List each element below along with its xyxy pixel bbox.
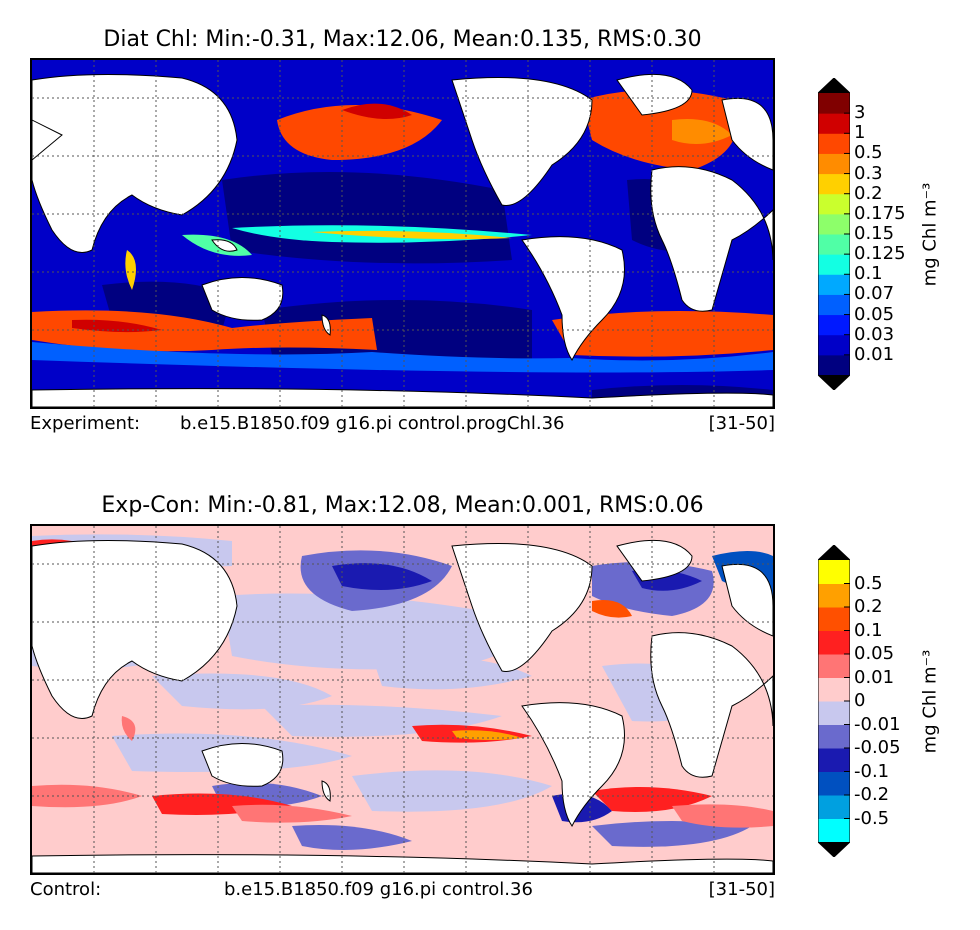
panel2-map <box>30 524 775 875</box>
colorbar-tick-label: 0.1 <box>854 619 883 641</box>
panel2-footer-case: b.e15.B1850.f09 g16.pi control.36 <box>224 879 533 900</box>
panel1-colorbar <box>818 78 850 390</box>
colorbar-band <box>818 234 850 255</box>
colorbar-band <box>818 795 850 819</box>
panel1-map <box>30 58 775 409</box>
colorbar-band <box>818 748 850 772</box>
panel2-colorbar <box>818 545 850 857</box>
panel2-footer-years: [31-50] <box>708 879 775 900</box>
colorbar-tick-label: 0.175 <box>854 202 906 224</box>
colorbar-band <box>818 677 850 702</box>
colorbar-tick-label: 0.03 <box>854 323 895 345</box>
colorbar-over-extension <box>818 78 850 93</box>
panel1-footer: Experiment: b.e15.B1850.f09 g16.pi contr… <box>30 413 775 435</box>
panel2-title: Exp-Con: Min:-0.81, Max:12.08, Mean:0.00… <box>101 493 704 518</box>
colorbar-band <box>818 314 850 336</box>
colorbar-tick-label: 0.05 <box>854 643 895 664</box>
colorbar-band <box>818 354 850 376</box>
colorbar-tick-label: 0.3 <box>854 162 883 184</box>
panel2-colorbar-unit: mg Chl m⁻³ <box>919 649 941 754</box>
colorbar-band <box>818 294 850 316</box>
colorbar-band <box>818 274 850 295</box>
colorbar-tick-label: 0.125 <box>854 243 906 265</box>
colorbar-tick-label: -0.5 <box>854 807 890 829</box>
colorbar-over-extension <box>818 545 850 560</box>
colorbar-tick-label: 0.05 <box>854 303 895 325</box>
panel2-footer: Control: b.e15.B1850.f09 g16.pi control.… <box>30 879 775 901</box>
colorbar-band <box>818 724 850 749</box>
colorbar-band <box>818 254 850 275</box>
colorbar-tick-label: -0.01 <box>854 713 901 735</box>
colorbar-tick-label: 1 <box>854 122 866 144</box>
colorbar-tick-label: 0.01 <box>854 666 895 688</box>
panel1-footer-case: b.e15.B1850.f09 g16.pi control.progChl.3… <box>180 413 565 434</box>
colorbar-band <box>818 173 850 195</box>
colorbar-tick-label: 0.2 <box>854 182 883 204</box>
colorbar-band <box>818 153 850 175</box>
colorbar-band <box>818 113 850 134</box>
colorbar-band <box>818 93 850 114</box>
colorbar-band <box>818 607 850 631</box>
colorbar-band <box>818 818 850 843</box>
colorbar-tick-label: -0.05 <box>854 737 901 758</box>
colorbar-band <box>818 560 850 584</box>
colorbar-under-extension <box>818 842 850 857</box>
colorbar-tick-label: 0 <box>854 690 866 711</box>
colorbar-band <box>818 654 850 678</box>
colorbar-tick-label: -0.1 <box>854 760 890 782</box>
colorbar-under-extension <box>818 375 850 390</box>
panel1-title: Diat Chl: Min:-0.31, Max:12.06, Mean:0.1… <box>103 27 702 52</box>
colorbar-tick-label: 0.15 <box>854 223 895 244</box>
colorbar-band <box>818 630 850 655</box>
colorbar-tick-label: -0.2 <box>854 784 890 805</box>
colorbar-band <box>818 213 850 235</box>
panel1-footer-label: Experiment: <box>30 413 141 434</box>
colorbar-band <box>818 701 850 725</box>
colorbar-tick-label: 3 <box>854 102 866 124</box>
colorbar-tick-label: 0.1 <box>854 263 883 285</box>
colorbar-band <box>818 583 850 608</box>
panel1-footer-years: [31-50] <box>708 413 775 434</box>
colorbar-tick-label: 0.5 <box>854 572 883 594</box>
panel2-footer-label: Control: <box>30 879 102 900</box>
colorbar-tick-label: 0.5 <box>854 142 883 164</box>
colorbar-tick-label: 0.01 <box>854 343 895 365</box>
colorbar-band <box>818 133 850 154</box>
colorbar-band <box>818 771 850 796</box>
panel1-colorbar-unit: mg Chl m⁻³ <box>919 182 941 287</box>
colorbar-tick-label: 0.2 <box>854 596 883 617</box>
colorbar-band <box>818 193 850 215</box>
colorbar-band <box>818 334 850 356</box>
colorbar-tick-label: 0.07 <box>854 283 895 305</box>
